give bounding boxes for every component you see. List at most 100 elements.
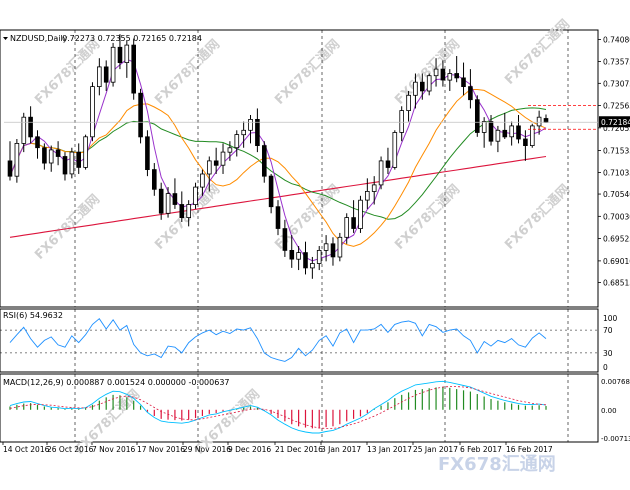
- watermark-text: FX678汇通网: [392, 181, 463, 252]
- watermark-text: FX678汇通网: [502, 16, 573, 87]
- date-tick-label: 7 Nov 2016: [92, 445, 135, 454]
- collapse-triangle-icon[interactable]: [3, 37, 8, 40]
- candle-body: [344, 217, 349, 238]
- rsi-panel: 100 70 30 0: [0, 314, 618, 372]
- candle-body: [371, 184, 377, 192]
- candle-body: [536, 116, 542, 127]
- ma-orange-line: [9, 89, 547, 247]
- date-tick-label: 9 Dec 2016: [228, 445, 271, 454]
- candle-body: [103, 66, 109, 83]
- candle-body: [433, 68, 439, 77]
- candle-body: [454, 73, 459, 79]
- candle-body: [447, 73, 453, 81]
- candle-body: [131, 44, 137, 94]
- date-tick-label: 13 Jan 2017: [367, 445, 412, 454]
- candle-body: [83, 136, 88, 168]
- watermark-text: FX678汇通网: [272, 36, 343, 107]
- candle-body: [385, 160, 391, 168]
- candle-body: [151, 169, 157, 190]
- candle-body: [172, 193, 178, 205]
- rsi-line: [9, 318, 547, 362]
- watermark-text: FX678汇通网: [32, 191, 103, 262]
- macd-tick-label: 0.00: [601, 407, 617, 415]
- candle-body: [55, 149, 61, 157]
- candle-body: [275, 206, 281, 229]
- candle-body: [268, 175, 274, 208]
- candle-body: [241, 129, 247, 136]
- ohlc-header: 0.72273 0.72355 0.72165 0.72184: [62, 34, 202, 43]
- price-tick-label: 0.68515: [603, 279, 630, 288]
- date-tick-label: 14 Oct 2016: [3, 445, 50, 454]
- candle-body: [468, 86, 473, 101]
- candle-body: [337, 236, 343, 258]
- price-tick-label: 0.71035: [603, 168, 630, 177]
- candle-body: [303, 252, 308, 269]
- date-grid: [74, 30, 569, 442]
- candle-body: [21, 116, 27, 144]
- date-tick-label: 29 Nov 2016: [183, 445, 231, 454]
- candle-body: [186, 204, 192, 219]
- candle-body: [399, 110, 404, 133]
- candle-body: [28, 116, 33, 138]
- rsi-label: RSI(6) 54.9632: [3, 311, 63, 320]
- candle-body: [261, 145, 267, 177]
- candle-body: [358, 199, 363, 229]
- candle-body: [474, 99, 480, 133]
- candle-body: [351, 217, 356, 229]
- candle-body: [220, 151, 226, 166]
- candle-body: [200, 173, 205, 188]
- candle-body: [296, 252, 301, 260]
- candle-body: [419, 81, 425, 92]
- date-tick-label: 6 Feb 2017: [460, 445, 502, 454]
- candle-body: [48, 149, 54, 164]
- candle-body: [145, 136, 150, 171]
- candle-body: [213, 160, 219, 166]
- candle-body: [495, 129, 501, 142]
- candle-body: [179, 204, 185, 219]
- candle-body: [117, 46, 123, 63]
- symbol-header: NZDUSD,Daily: [10, 34, 68, 43]
- macd-signal-line: [9, 386, 547, 429]
- candle-body: [138, 92, 143, 138]
- date-tick-label: 17 Nov 2016: [137, 445, 185, 454]
- macd-panel-frame: [0, 373, 599, 443]
- candle-body: [158, 188, 164, 214]
- candle-body: [323, 243, 329, 251]
- candle-body: [509, 125, 514, 138]
- rsi-tick-label: 0: [603, 363, 608, 372]
- candle-body: [413, 81, 418, 96]
- candle-body: [440, 68, 446, 81]
- macd-panel: 0.007688 0.00 -0.007131: [9, 378, 630, 443]
- logo-text: FX678汇通网: [438, 454, 556, 475]
- candle-body: [426, 75, 432, 92]
- fx678-logo: FX678汇通网: [438, 454, 556, 475]
- candle-body: [282, 228, 288, 251]
- candle-body: [364, 190, 370, 201]
- candle-body: [392, 132, 398, 168]
- price-tick-label: 0.73075: [603, 79, 630, 88]
- candle-body: [14, 142, 20, 177]
- candle-body: [7, 160, 13, 177]
- candle-body: [206, 160, 212, 175]
- macd-tick-label: -0.007131: [601, 435, 630, 443]
- macd-label: MACD(12,26,9) 0.000887 0.001524 0.000000…: [3, 378, 230, 387]
- price-tick-label: 0.72055: [603, 124, 630, 133]
- candle-body: [97, 66, 102, 88]
- candle-body: [530, 125, 535, 147]
- candle-body: [481, 121, 487, 133]
- candle-body: [90, 86, 95, 138]
- candle-body: [234, 134, 240, 149]
- candle-body: [316, 249, 322, 264]
- candle-body: [543, 118, 549, 123]
- date-tick-label: 16 Feb 2017: [506, 445, 553, 454]
- candle-body: [330, 243, 336, 258]
- date-tick-label: 25 Jan 2017: [413, 445, 458, 454]
- price-tick-label: 0.73575: [603, 57, 630, 66]
- macd-tick-label: 0.007688: [601, 378, 630, 386]
- ma-green-line: [9, 107, 547, 220]
